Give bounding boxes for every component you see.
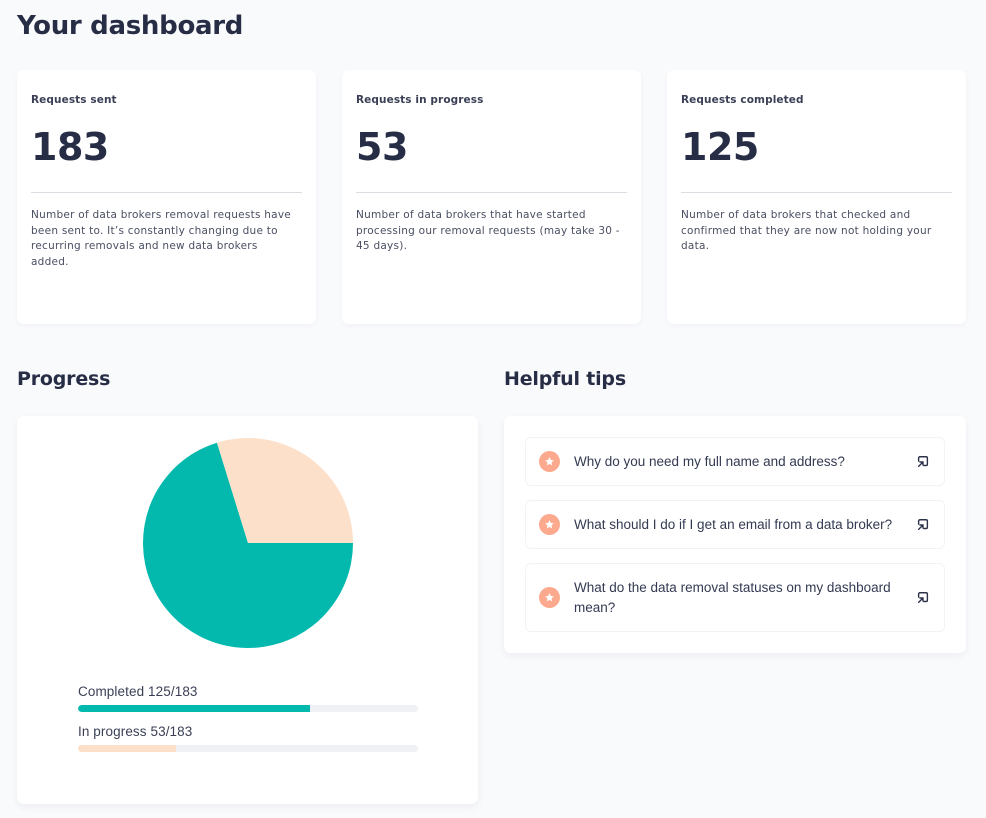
progress-bar-label: In progress 53/183: [78, 724, 193, 739]
tip-item[interactable]: What do the data removal statuses on my …: [525, 563, 945, 632]
progress-bar-fill: [78, 745, 177, 752]
divider: [31, 192, 302, 193]
stat-card-requests-sent: Requests sent 183 Number of data brokers…: [17, 70, 316, 324]
stat-label: Requests completed: [681, 94, 804, 106]
tip-item[interactable]: Why do you need my full name and address…: [525, 437, 945, 486]
stat-card-requests-completed: Requests completed 125 Number of data br…: [667, 70, 966, 324]
stat-value: 183: [31, 125, 109, 169]
divider: [356, 192, 627, 193]
tip-text: What do the data removal statuses on my …: [574, 579, 891, 615]
page-title: Your dashboard: [17, 11, 244, 41]
progress-bar-in-progress: In progress 53/183: [78, 724, 418, 752]
stat-value: 53: [356, 125, 408, 169]
stat-label: Requests in progress: [356, 94, 484, 106]
stat-value: 125: [681, 125, 759, 169]
progress-pie-chart: [143, 438, 353, 648]
pie-slice-completed: [143, 442, 353, 648]
helpful-tips-card: Why do you need my full name and address…: [504, 416, 966, 653]
progress-bar-completed: Completed 125/183: [78, 684, 418, 712]
progress-title: Progress: [17, 368, 111, 390]
stat-card-requests-in-progress: Requests in progress 53 Number of data b…: [342, 70, 641, 324]
tip-text: What should I do if I get an email from …: [574, 516, 893, 532]
stat-label: Requests sent: [31, 94, 117, 106]
divider: [681, 192, 952, 193]
star-icon: [539, 451, 560, 472]
progress-bar-track: [78, 705, 418, 712]
stat-description: Number of data brokers that have started…: [356, 209, 620, 252]
stat-description: Number of data brokers that checked and …: [681, 209, 932, 252]
tip-item[interactable]: What should I do if I get an email from …: [525, 500, 945, 549]
stat-description: Number of data brokers removal requests …: [31, 209, 292, 268]
external-link-icon[interactable]: [916, 518, 930, 532]
external-link-icon[interactable]: [916, 455, 930, 469]
pie-slice-in-progress: [216, 438, 353, 543]
star-icon: [539, 514, 560, 535]
helpful-tips-title: Helpful tips: [504, 368, 626, 390]
tip-text: Why do you need my full name and address…: [574, 453, 845, 469]
progress-bars: Completed 125/183 In progress 53/183: [78, 684, 418, 752]
progress-card: Completed 125/183 In progress 53/183: [17, 416, 478, 804]
progress-bar-fill: [78, 705, 311, 712]
star-icon: [539, 587, 560, 608]
progress-bar-label: Completed 125/183: [78, 684, 198, 699]
external-link-icon[interactable]: [916, 591, 930, 605]
progress-bar-track: [78, 745, 418, 752]
